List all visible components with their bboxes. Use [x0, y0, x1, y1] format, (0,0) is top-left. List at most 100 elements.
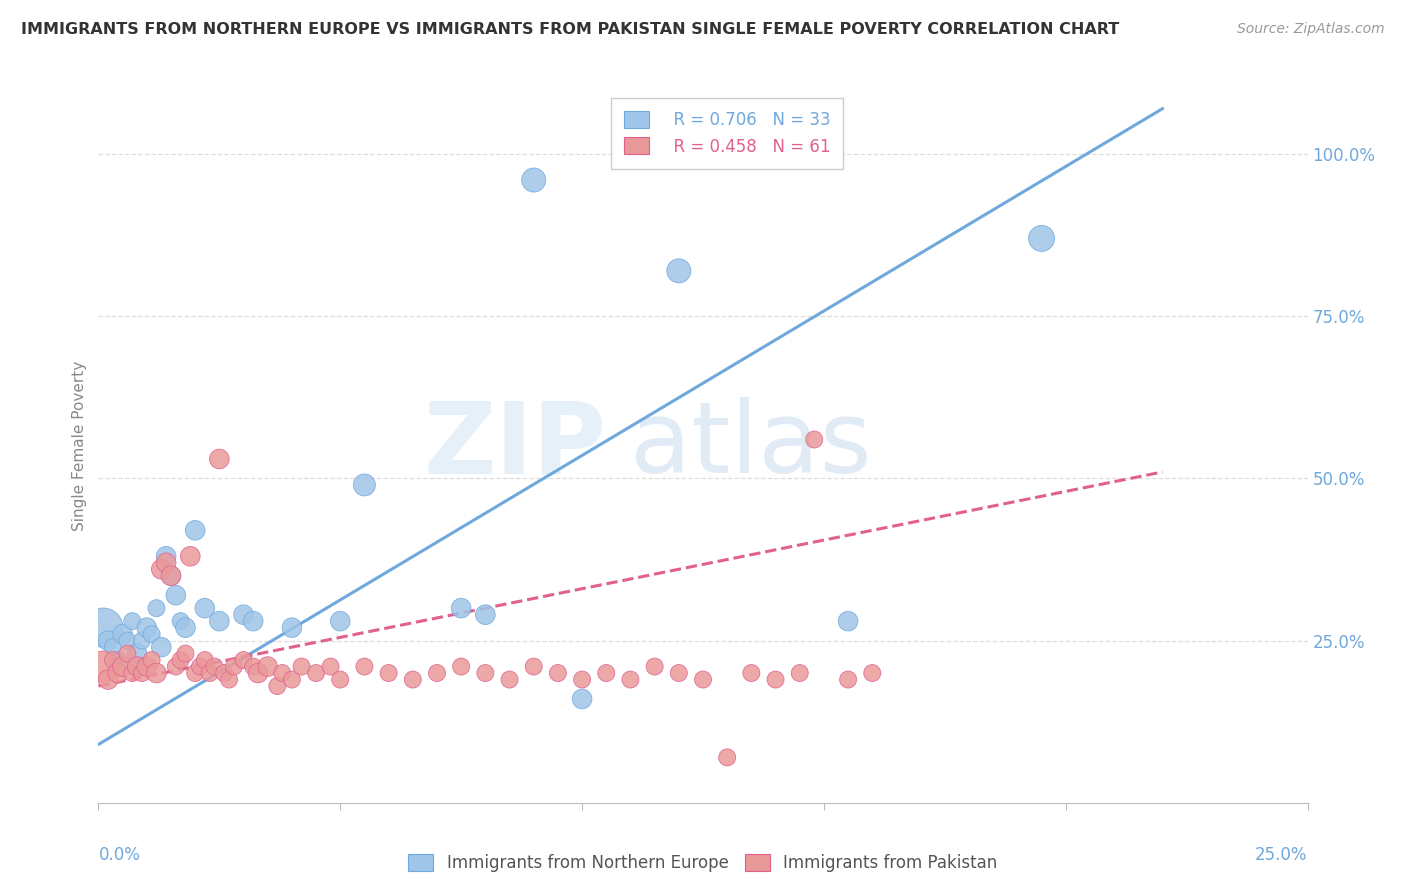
Point [668, 666, 690, 681]
Point [188, 659, 211, 673]
Point [131, 666, 153, 681]
Point [329, 614, 352, 628]
Text: 25.0%: 25.0% [1256, 846, 1308, 863]
Point [450, 601, 472, 615]
Point [242, 614, 264, 628]
Point [101, 640, 124, 654]
Point [765, 673, 787, 687]
Point [135, 659, 157, 673]
Point [256, 659, 278, 673]
Point [377, 666, 399, 681]
Point [131, 633, 153, 648]
Point [450, 659, 472, 673]
Point [232, 653, 254, 667]
Point [353, 478, 375, 492]
Point [329, 673, 352, 687]
Point [571, 692, 593, 706]
Text: Source: ZipAtlas.com: Source: ZipAtlas.com [1237, 22, 1385, 37]
Point [426, 666, 449, 681]
Text: 0.0%: 0.0% [98, 846, 141, 863]
Point [208, 614, 231, 628]
Point [194, 601, 217, 615]
Point [97, 633, 120, 648]
Point [860, 666, 883, 681]
Point [305, 666, 328, 681]
Point [160, 568, 183, 582]
Point [595, 666, 617, 681]
Point [692, 673, 714, 687]
Point [789, 666, 811, 681]
Point [571, 673, 593, 687]
Point [523, 659, 546, 673]
Point [474, 666, 496, 681]
Point [668, 264, 690, 278]
Point [145, 666, 167, 681]
Point [740, 666, 762, 681]
Point [218, 673, 240, 687]
Point [127, 647, 149, 661]
Point [242, 659, 264, 673]
Point [174, 621, 197, 635]
Point [212, 666, 235, 681]
Text: IMMIGRANTS FROM NORTHERN EUROPE VS IMMIGRANTS FROM PAKISTAN SINGLE FEMALE POVERT: IMMIGRANTS FROM NORTHERN EUROPE VS IMMIG… [21, 22, 1119, 37]
Point [165, 659, 187, 673]
Point [198, 666, 221, 681]
Point [165, 588, 187, 602]
Point [232, 607, 254, 622]
Point [121, 614, 143, 628]
Point [402, 673, 425, 687]
Point [523, 173, 546, 187]
Point [281, 621, 304, 635]
Point [135, 621, 157, 635]
Point [160, 568, 183, 582]
Point [179, 549, 201, 564]
Point [547, 666, 569, 681]
Point [194, 653, 217, 667]
Point [111, 659, 134, 673]
Point [111, 627, 134, 641]
Point [155, 549, 177, 564]
Point [498, 673, 520, 687]
Point [1031, 231, 1053, 245]
Point [716, 750, 738, 764]
Point [474, 607, 496, 622]
Point [281, 673, 304, 687]
Point [184, 524, 207, 538]
Point [169, 653, 191, 667]
Point [101, 653, 124, 667]
Point [141, 653, 163, 667]
Point [150, 562, 173, 576]
Point [150, 640, 173, 654]
Point [145, 601, 167, 615]
Point [97, 673, 120, 687]
Point [247, 666, 270, 681]
Point [141, 627, 163, 641]
Point [319, 659, 342, 673]
Point [117, 633, 139, 648]
Point [169, 614, 191, 628]
Point [644, 659, 666, 673]
Point [117, 647, 139, 661]
Text: ZIP: ZIP [423, 398, 606, 494]
Point [184, 666, 207, 681]
Point [271, 666, 294, 681]
Point [803, 433, 825, 447]
Point [290, 659, 312, 673]
Text: atlas: atlas [630, 398, 872, 494]
Point [107, 666, 129, 681]
Point [204, 659, 226, 673]
Point [91, 659, 114, 673]
Point [353, 659, 375, 673]
Legend: Immigrants from Northern Europe, Immigrants from Pakistan: Immigrants from Northern Europe, Immigra… [399, 846, 1007, 880]
Point [619, 673, 641, 687]
Y-axis label: Single Female Poverty: Single Female Poverty [72, 361, 87, 531]
Point [127, 659, 149, 673]
Point [837, 614, 859, 628]
Point [107, 653, 129, 667]
Point [174, 647, 197, 661]
Point [266, 679, 288, 693]
Point [837, 673, 859, 687]
Point [222, 659, 245, 673]
Point [91, 621, 114, 635]
Point [155, 556, 177, 570]
